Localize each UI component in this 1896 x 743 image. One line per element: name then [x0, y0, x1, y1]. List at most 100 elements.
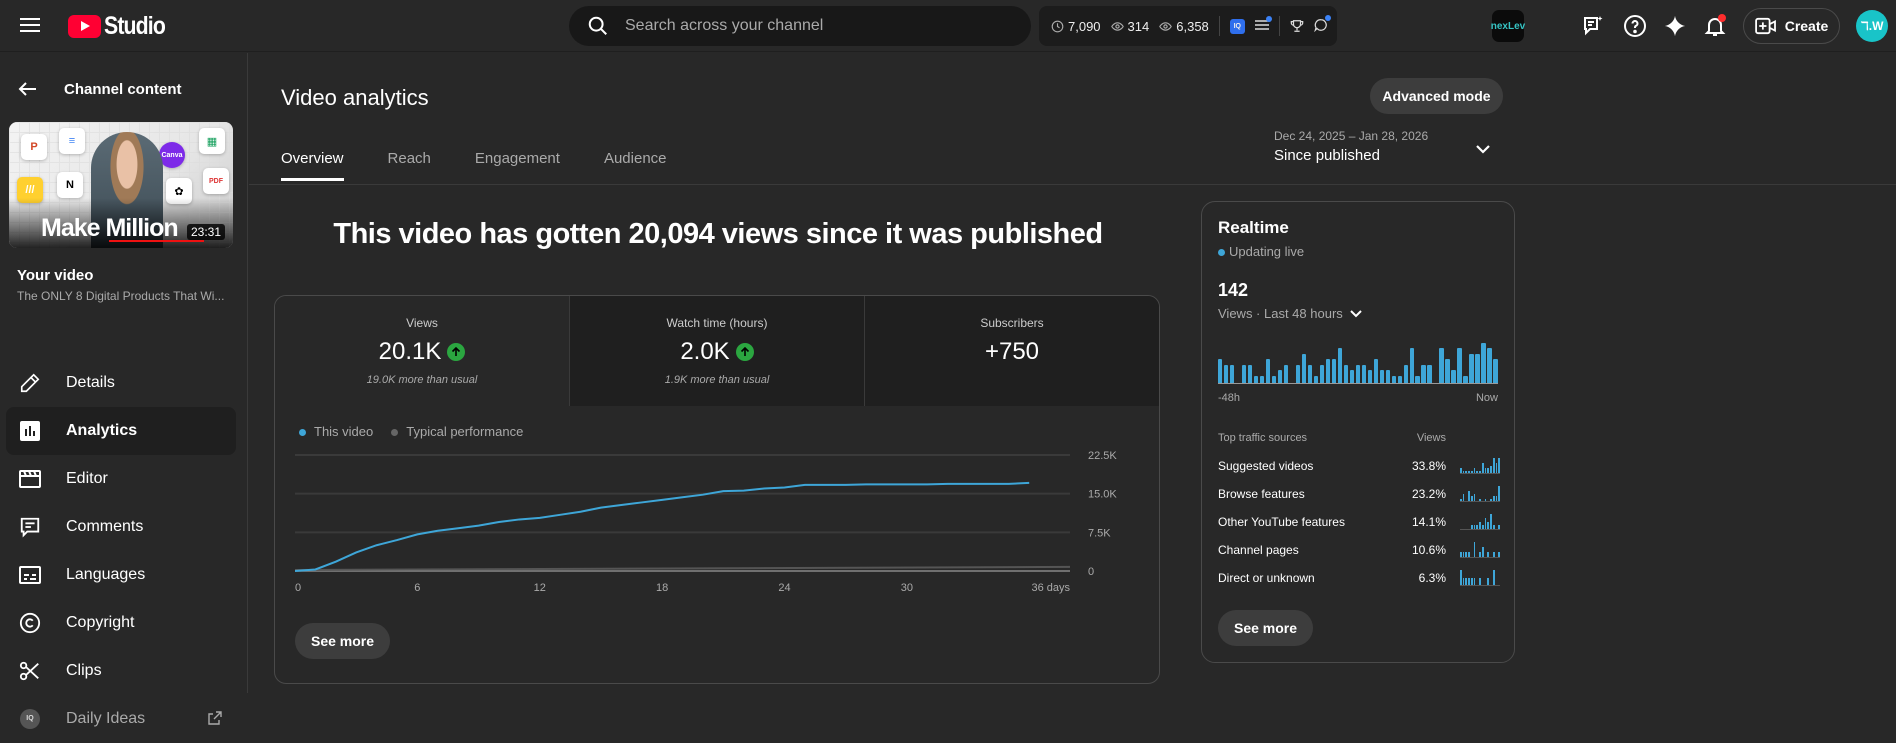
nav-label: Clips	[66, 662, 102, 679]
nexlev-extension-icon[interactable]: nexLev	[1491, 10, 1525, 42]
realtime-bar	[1469, 353, 1474, 383]
editor-icon	[18, 467, 42, 491]
stat-value: 6,358	[1176, 18, 1209, 34]
pencil-icon	[18, 371, 42, 395]
vidiq-icon[interactable]: IQ	[1229, 18, 1245, 34]
realtime-bar	[1457, 348, 1462, 383]
realtime-bar	[1331, 359, 1337, 383]
sidebar-item-languages[interactable]: Languages	[6, 551, 236, 599]
tabs-divider	[249, 184, 1896, 185]
traffic-sources-table: Top traffic sources Views Suggested video…	[1218, 432, 1501, 592]
youtube-studio-logo[interactable]: Studio	[68, 12, 176, 41]
traffic-sparkline	[1460, 514, 1501, 530]
svg-text:30: 30	[901, 582, 913, 594]
traffic-source-row[interactable]: Direct or unknown 6.3%	[1218, 564, 1500, 592]
realtime-bar	[1451, 370, 1456, 383]
sidebar-item-comments[interactable]: Comments	[6, 503, 236, 551]
metric-value: 20.1K	[378, 338, 442, 365]
overview-card: Views 20.1K 19.0K more than usual Watch …	[274, 295, 1160, 684]
search-input[interactable]	[625, 17, 985, 35]
trend-up-icon	[735, 343, 754, 361]
hamburger-menu-icon[interactable]	[18, 14, 42, 38]
metric-watch-time[interactable]: Watch time (hours) 2.0K 1.9K more than u…	[570, 296, 865, 406]
traffic-source-row[interactable]: Other YouTube features 14.1%	[1218, 508, 1501, 536]
sidebar-item-clips[interactable]: Clips	[6, 647, 236, 695]
realtime-bar	[1295, 364, 1301, 383]
notifications-bell-icon[interactable]	[1702, 13, 1728, 39]
logo-text: Studio	[104, 12, 166, 40]
feedback-icon[interactable]	[1580, 13, 1606, 39]
tab-audience[interactable]: Audience	[603, 150, 667, 167]
views-line-chart[interactable]: 0 7.5K 15.0K 22.5K 0 6 12 18 24 30 36 days	[295, 446, 1155, 616]
metric-comparison: 1.9K more than usual	[664, 374, 770, 386]
nav-label: Copyright	[66, 614, 135, 631]
eye-icon	[1159, 21, 1173, 31]
sidebar-item-daily-ideas[interactable]: IQ Daily Ideas	[6, 695, 236, 743]
docs-app-icon: ≡	[59, 128, 85, 154]
nav-label: Daily Ideas	[66, 710, 146, 727]
sidebar-item-editor[interactable]: Editor	[6, 455, 236, 503]
realtime-bar	[1409, 348, 1414, 383]
sidebar-item-details[interactable]: Details	[6, 359, 236, 407]
metric-label: Watch time (hours)	[666, 316, 768, 330]
metric-comparison: 19.0K more than usual	[366, 374, 478, 386]
see-more-button[interactable]: See more	[295, 623, 391, 659]
search-icon	[588, 16, 607, 35]
sidebar-item-copyright[interactable]: Copyright	[6, 599, 236, 647]
top-bar: Studio 7,090 314 6,358 IQ nexLev	[0, 0, 1896, 52]
back-to-channel-content[interactable]: Channel content	[16, 77, 182, 101]
youtube-play-icon	[68, 15, 101, 38]
thumbnail-title: Make Million	[41, 214, 179, 242]
realtime-bar	[1415, 375, 1420, 383]
tab-engagement[interactable]: Engagement	[474, 150, 560, 167]
views-header: Views	[1416, 432, 1446, 444]
video-title[interactable]: The ONLY 8 Digital Products That Wi...	[17, 289, 225, 303]
realtime-bar	[1283, 364, 1289, 383]
realtime-see-more-button[interactable]: See more	[1218, 610, 1314, 646]
realtime-bar	[1343, 364, 1349, 383]
realtime-bar	[1385, 370, 1390, 383]
realtime-bar	[1373, 359, 1378, 383]
traffic-source-row[interactable]: Channel pages 10.6%	[1218, 536, 1501, 564]
eye-icon	[1110, 21, 1124, 31]
realtime-bar-chart[interactable]	[1218, 342, 1498, 384]
stat-value: 314	[1127, 18, 1150, 34]
realtime-bar	[1379, 370, 1384, 383]
traffic-source-label: Browse features	[1218, 487, 1305, 501]
notification-badge	[1718, 14, 1726, 22]
chat-bubble-icon[interactable]	[1313, 14, 1331, 35]
sidebar-item-analytics[interactable]: Analytics	[6, 407, 236, 455]
create-label: Create	[1784, 18, 1829, 34]
metric-subscribers[interactable]: Subscribers +750	[865, 296, 1159, 406]
realtime-bar	[1325, 359, 1331, 383]
account-avatar[interactable]: ℸ.W	[1856, 10, 1888, 42]
realtime-range-selector[interactable]: Views · Last 48 hours	[1218, 306, 1363, 321]
search-bar[interactable]	[569, 6, 1031, 46]
advanced-mode-button[interactable]: Advanced mode	[1370, 78, 1503, 114]
chart-legend: This video Typical performance	[299, 424, 523, 439]
chevron-down-icon	[1476, 145, 1490, 154]
help-icon[interactable]	[1622, 13, 1648, 39]
tab-overview[interactable]: Overview	[281, 150, 344, 181]
svg-text:24: 24	[778, 582, 790, 594]
views-stat-2: 6,358	[1159, 19, 1209, 34]
realtime-card: Realtime Updating live 142 Views · Last …	[1201, 201, 1515, 663]
video-thumbnail[interactable]: P ≡ /// N Canva ▦ ✿ PDF Make Million 23:…	[9, 122, 233, 248]
realtime-bar	[1241, 364, 1247, 383]
traffic-sparkline	[1460, 542, 1501, 558]
create-button[interactable]: Create	[1743, 8, 1840, 44]
trophy-icon[interactable]	[1290, 19, 1304, 33]
legend-this-video: This video	[299, 424, 373, 439]
pdf-app-icon: PDF	[203, 168, 229, 194]
list-menu-icon[interactable]	[1254, 15, 1272, 34]
tab-reach[interactable]: Reach	[387, 150, 431, 167]
sparkle-icon[interactable]	[1662, 13, 1688, 39]
comments-icon	[18, 515, 42, 539]
metric-views[interactable]: Views 20.1K 19.0K more than usual	[275, 296, 570, 406]
realtime-bar	[1439, 348, 1444, 383]
page-title: Video analytics	[281, 85, 429, 110]
traffic-source-row[interactable]: Browse features 23.2%	[1218, 480, 1501, 508]
realtime-bar	[1355, 364, 1361, 383]
date-range-selector[interactable]: Dec 24, 2025 – Jan 28, 2026 Since publis…	[1274, 129, 1504, 173]
traffic-source-row[interactable]: Suggested videos 33.8%	[1218, 452, 1501, 480]
